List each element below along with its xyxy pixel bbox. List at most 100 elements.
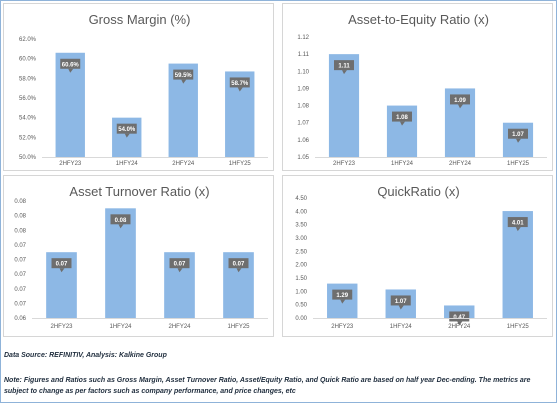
data-label-box <box>110 214 131 225</box>
x-category-label: 2HFY23 <box>333 161 356 167</box>
chart-title: QuickRatio (x) <box>377 184 459 199</box>
chart-title: Asset-to-Equity Ratio (x) <box>348 12 489 27</box>
note-text: Note: Figures and Ratios such as Gross M… <box>4 377 531 395</box>
gross-margin-chart: Gross Margin (%) 50.0% 52.0% 54.0% 56.0% 58.0… <box>3 3 274 171</box>
x-category-label: 1HFY24 <box>116 161 139 167</box>
data-label-box <box>60 58 81 69</box>
x-category-label: 2HFY24 <box>172 161 195 167</box>
data-label-text: 1.09 <box>454 98 466 104</box>
data-label: 0.07 <box>51 258 72 273</box>
asset-to-equity-chart: Asset-to-Equity Ratio (x) 1.05 1.06 1.07 1.0… <box>282 3 553 171</box>
x-category-label: 2HFY24 <box>448 324 471 330</box>
y-tick-label: 1.09 <box>297 86 309 92</box>
chart-title: Asset Turnover Ratio (x) <box>69 184 209 199</box>
data-label-pointer <box>342 70 347 75</box>
y-tick-label: 3.50 <box>295 223 307 229</box>
data-label-text: 60.6% <box>62 62 80 68</box>
y-tick-label: 1.10 <box>297 69 309 75</box>
data-label-text: 1.07 <box>512 132 524 138</box>
y-tick-label: 0.07 <box>14 287 26 293</box>
y-tick-label: 58.0% <box>19 76 37 82</box>
data-label: 59.5% <box>173 69 194 84</box>
data-label: 0.07 <box>228 258 249 273</box>
data-label-pointer <box>458 104 463 109</box>
y-tick-label: 0.07 <box>14 258 26 264</box>
y-tick-label: 1.06 <box>297 138 309 144</box>
data-label-box <box>51 258 72 269</box>
asset-turnover-chart: Asset Turnover Ratio (x) 0.06 0.07 0.07 0.07… <box>3 175 274 337</box>
y-tick-label: 1.50 <box>295 276 307 282</box>
y-tick-label: 1.08 <box>297 104 309 110</box>
data-label-text: 58.7% <box>231 81 249 87</box>
data-label: 1.07 <box>390 295 411 310</box>
data-label-box <box>449 311 470 322</box>
gross-margin-chart-svg: Gross Margin (%) 50.0% 52.0% 54.0% 56.0% 58.0… <box>19 12 268 167</box>
data-label-pointer <box>59 268 65 273</box>
data-label-pointer <box>516 138 521 143</box>
chart-title: Gross Margin (%) <box>89 12 191 27</box>
data-label: 0.47 <box>449 311 470 326</box>
y-tick-label: 1.07 <box>297 121 309 127</box>
data-label: 1.29 <box>332 289 353 304</box>
x-category-label: 1HFY25 <box>227 324 250 330</box>
x-category-label: 2HFY24 <box>449 161 472 167</box>
data-label-text: 0.07 <box>174 262 186 268</box>
data-label-text: 0.07 <box>233 262 245 268</box>
y-tick-label: 1.05 <box>297 155 309 161</box>
data-label-pointer <box>68 68 74 73</box>
data-label-pointer <box>236 268 242 273</box>
data-label: 1.11 <box>334 60 354 75</box>
data-label-text: 1.08 <box>396 115 408 121</box>
quick-ratio-chart: QuickRatio (x) 0.00 0.50 1.00 1.50 2.00 2.50 3.… <box>282 175 553 337</box>
data-label-box <box>228 258 249 269</box>
y-tick-label: 0.08 <box>14 199 26 205</box>
y-tick-label: 0.08 <box>14 228 26 234</box>
data-label-text: 0.47 <box>453 315 465 321</box>
data-label: 1.07 <box>508 128 528 143</box>
data-label-text: 0.08 <box>115 218 127 224</box>
data-label: 0.07 <box>169 258 190 273</box>
x-category-label: 1HFY24 <box>109 324 132 330</box>
data-label-pointer <box>400 121 405 126</box>
y-tick-label: 56.0% <box>19 96 37 102</box>
y-tick-label: 0.07 <box>14 272 26 278</box>
data-label-text: 1.07 <box>395 299 407 305</box>
data-label-box <box>392 111 412 122</box>
data-label-box <box>390 295 411 306</box>
data-label-box <box>169 258 190 269</box>
data-label-pointer <box>118 224 124 229</box>
data-label: 0.08 <box>110 214 131 229</box>
data-label-pointer <box>340 299 346 304</box>
quick-ratio-chart-svg: QuickRatio (x) 0.00 0.50 1.00 1.50 2.00 2.50 3.… <box>295 184 547 330</box>
data-label-text: 54.0% <box>118 127 136 133</box>
data-label-text: 0.07 <box>56 262 68 268</box>
data-label-pointer <box>398 305 404 310</box>
y-tick-label: 54.0% <box>19 116 37 122</box>
y-tick-label: 0.00 <box>295 316 307 322</box>
data-label-pointer <box>457 321 463 326</box>
data-label-box <box>229 77 250 88</box>
data-label-box <box>173 69 194 80</box>
data-label: 58.7% <box>229 77 250 92</box>
x-category-label: 2HFY23 <box>331 324 354 330</box>
data-label-text: 59.5% <box>175 73 193 79</box>
data-label-box <box>508 128 528 139</box>
y-tick-label: 3.00 <box>295 236 307 242</box>
y-tick-label: 0.06 <box>14 316 26 322</box>
data-label: 4.01 <box>507 217 528 232</box>
data-label-box <box>450 94 470 105</box>
y-tick-label: 2.00 <box>295 263 307 269</box>
x-category-label: 1HFY25 <box>229 161 252 167</box>
y-tick-label: 4.00 <box>295 209 307 215</box>
data-label-pointer <box>124 133 130 138</box>
y-tick-label: 0.07 <box>14 301 26 307</box>
data-label-pointer <box>237 87 243 92</box>
y-tick-label: 1.12 <box>297 35 309 41</box>
y-tick-label: 4.50 <box>295 196 307 202</box>
y-tick-label: 0.50 <box>295 303 307 309</box>
data-label-text: 1.11 <box>338 64 350 70</box>
y-tick-label: 50.0% <box>19 155 37 161</box>
data-label: 60.6% <box>60 58 81 73</box>
data-label-box <box>116 123 137 134</box>
x-category-label: 2HFY23 <box>59 161 82 167</box>
